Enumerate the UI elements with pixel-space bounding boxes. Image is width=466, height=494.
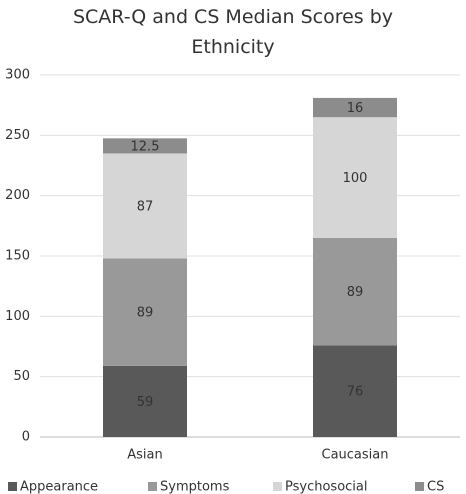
data-label: 89 xyxy=(347,285,364,300)
data-label: 16 xyxy=(347,101,364,116)
legend-label: CS xyxy=(427,480,444,494)
bar-segment xyxy=(103,365,187,437)
data-label: 12.5 xyxy=(131,139,160,154)
legend-swatch xyxy=(415,482,424,491)
legend-label: Symptoms xyxy=(160,480,230,494)
y-tick-label: 50 xyxy=(13,369,30,384)
data-label: 89 xyxy=(137,306,154,321)
bar-segment xyxy=(313,345,397,437)
bar-segment xyxy=(313,117,397,238)
legend-swatch xyxy=(8,482,17,491)
y-tick-label: 0 xyxy=(22,430,30,445)
data-label: 100 xyxy=(343,171,368,186)
data-label: 87 xyxy=(137,199,154,214)
legend-label: Appearance xyxy=(20,480,98,494)
y-tick-label: 200 xyxy=(5,188,30,203)
data-label: 76 xyxy=(347,385,364,400)
y-tick-label: 100 xyxy=(5,309,30,324)
legend-label: Psychosocial xyxy=(285,480,367,494)
legend-swatch xyxy=(273,482,282,491)
x-tick-label: Caucasian xyxy=(322,448,389,463)
bar-segment xyxy=(313,237,397,346)
data-label: 59 xyxy=(137,395,154,410)
y-tick-label: 300 xyxy=(5,68,30,83)
bar-segment xyxy=(103,258,187,366)
y-tick-label: 250 xyxy=(5,128,30,143)
bar-segment xyxy=(313,97,397,118)
bar-segment xyxy=(103,138,187,154)
bar-segment xyxy=(103,153,187,259)
y-tick-label: 150 xyxy=(5,249,30,264)
legend-swatch xyxy=(148,482,157,491)
x-tick-label: Asian xyxy=(127,448,162,463)
chart-title: SCAR-Q and CS Median Scores by Ethnicity xyxy=(72,6,394,58)
